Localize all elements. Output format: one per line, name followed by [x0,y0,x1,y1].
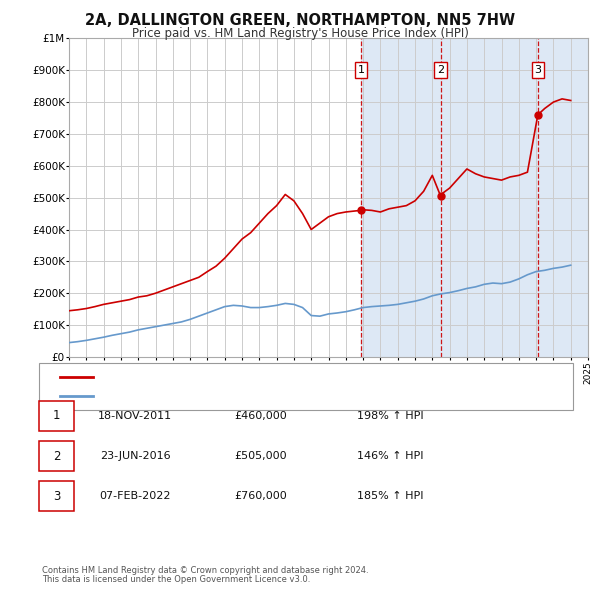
Text: 3: 3 [535,65,541,75]
Text: 185% ↑ HPI: 185% ↑ HPI [357,491,423,501]
Text: 146% ↑ HPI: 146% ↑ HPI [357,451,423,461]
Text: This data is licensed under the Open Government Licence v3.0.: This data is licensed under the Open Gov… [42,575,310,584]
Text: 3: 3 [53,490,60,503]
Text: 23-JUN-2016: 23-JUN-2016 [100,451,170,461]
Text: 2A, DALLINGTON GREEN, NORTHAMPTON, NN5 7HW: 2A, DALLINGTON GREEN, NORTHAMPTON, NN5 7… [85,13,515,28]
Bar [440,38,538,357]
Text: Contains HM Land Registry data © Crown copyright and database right 2024.: Contains HM Land Registry data © Crown c… [42,566,368,575]
Text: 198% ↑ HPI: 198% ↑ HPI [356,411,424,421]
Text: HPI: Average price, semi-detached house, West Northamptonshire: HPI: Average price, semi-detached house,… [97,391,421,401]
Text: Price paid vs. HM Land Registry's House Price Index (HPI): Price paid vs. HM Land Registry's House … [131,27,469,40]
Text: 2: 2 [437,65,444,75]
Text: 07-FEB-2022: 07-FEB-2022 [99,491,171,501]
Bar [361,38,440,357]
Text: 1: 1 [53,409,60,422]
Text: 18-NOV-2011: 18-NOV-2011 [98,411,172,421]
Text: £760,000: £760,000 [235,491,287,501]
Text: 2A, DALLINGTON GREEN, NORTHAMPTON, NN5 7HW (semi-detached house): 2A, DALLINGTON GREEN, NORTHAMPTON, NN5 7… [97,372,469,382]
Text: 2: 2 [53,450,60,463]
Bar [538,38,588,357]
Text: £505,000: £505,000 [235,451,287,461]
Text: 1: 1 [358,65,365,75]
Bar [538,38,588,357]
Text: £460,000: £460,000 [235,411,287,421]
